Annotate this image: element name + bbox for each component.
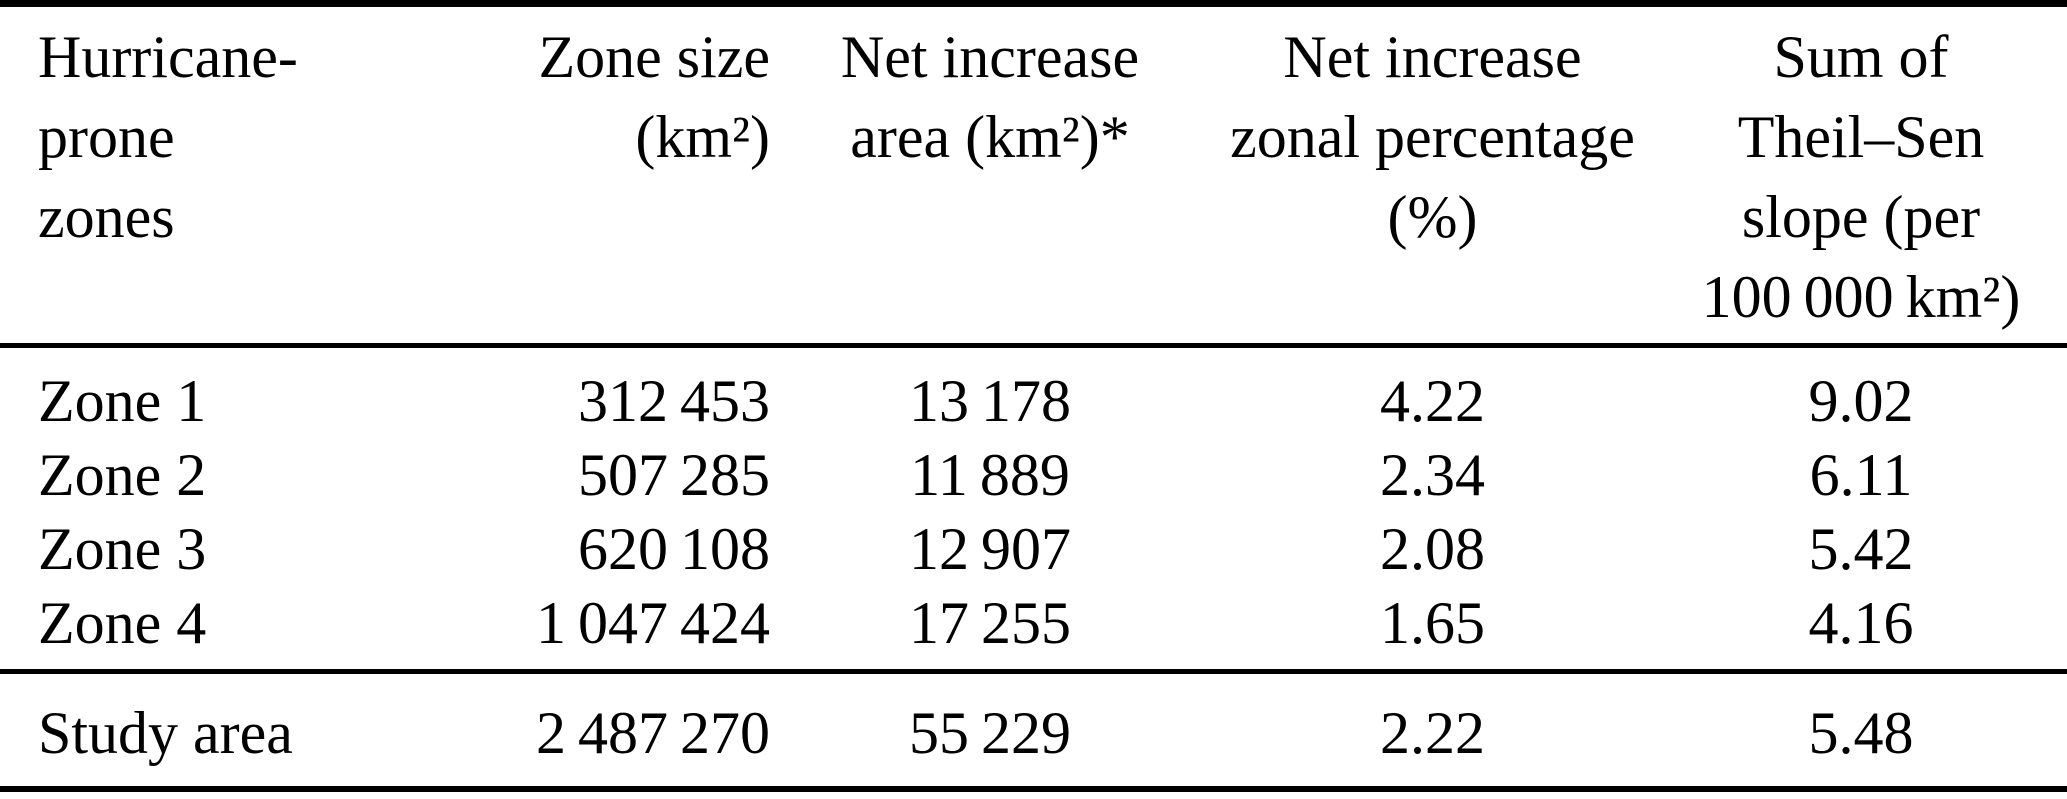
net-increase-percentage-value: 2.34 — [1380, 442, 1485, 508]
net-increase-area-value: 11 889 — [910, 442, 1070, 508]
theil-sen-slope-value: 9.02 — [1808, 368, 1914, 434]
column-header-zone-size: Zone size (km²) — [538, 24, 770, 170]
net-increase-area-value: 55 229 — [908, 700, 1071, 766]
theil-sen-slope-value: 5.48 — [1808, 700, 1914, 766]
net-increase-area-value: 12 907 — [908, 516, 1071, 582]
net-increase-percentage-value: 2.22 — [1380, 700, 1485, 766]
table-header-row: Hurricane-prone zones Zone size (km²) Ne… — [0, 7, 2067, 343]
table-row-zone-3: Zone 3 620 108 12 907 2.08 5.42 — [0, 512, 2067, 586]
net-increase-area-value: 17 255 — [908, 590, 1071, 656]
table-footer-rule — [0, 669, 2067, 674]
theil-sen-slope-value: 4.16 — [1808, 590, 1914, 656]
net-increase-percentage-value: 1.65 — [1380, 590, 1485, 656]
row-label: Zone 4 — [38, 590, 207, 656]
net-increase-percentage-value: 4.22 — [1380, 368, 1485, 434]
table-top-rule — [0, 0, 2067, 7]
column-header-hurricane-prone-zones: Hurricane-prone zones — [38, 24, 298, 250]
column-header-net-increase-area: Net increase area (km²)* — [840, 24, 1140, 170]
row-label: Zone 3 — [38, 516, 207, 582]
row-label: Zone 1 — [38, 368, 207, 434]
table-row-zone-2: Zone 2 507 285 11 889 2.34 6.11 — [0, 438, 2067, 512]
net-increase-area-value: 13 178 — [908, 368, 1071, 434]
table-row-zone-4: Zone 4 1 047 424 17 255 1.65 4.16 — [0, 586, 2067, 660]
zone-size-value: 1 047 424 — [535, 590, 770, 656]
row-label: Zone 2 — [38, 442, 207, 508]
table-bottom-rule — [0, 786, 2067, 792]
zone-size-value: 507 285 — [577, 442, 770, 508]
theil-sen-slope-value: 5.42 — [1808, 516, 1914, 582]
table-header-rule — [0, 343, 2067, 348]
zone-size-value: 2 487 270 — [535, 700, 770, 766]
zone-size-value: 620 108 — [577, 516, 770, 582]
table-row-study-area: Study area 2 487 270 55 229 2.22 5.48 — [0, 674, 2067, 786]
row-label: Study area — [38, 700, 293, 766]
column-header-net-increase-zonal-percentage: Net increase zonal percentage (%) — [1230, 24, 1635, 250]
theil-sen-slope-value: 6.11 — [1809, 442, 1913, 508]
column-header-sum-theil-sen-slope: Sum of Theil–Sen slope (per 100 000 km²) — [1701, 24, 2021, 330]
table-row-zone-1: Zone 1 312 453 13 178 4.22 9.02 — [0, 364, 2067, 438]
zone-size-value: 312 453 — [577, 368, 770, 434]
table-body: Zone 1 312 453 13 178 4.22 9.02 Zone 2 5… — [0, 348, 2067, 669]
net-increase-percentage-value: 2.08 — [1380, 516, 1485, 582]
